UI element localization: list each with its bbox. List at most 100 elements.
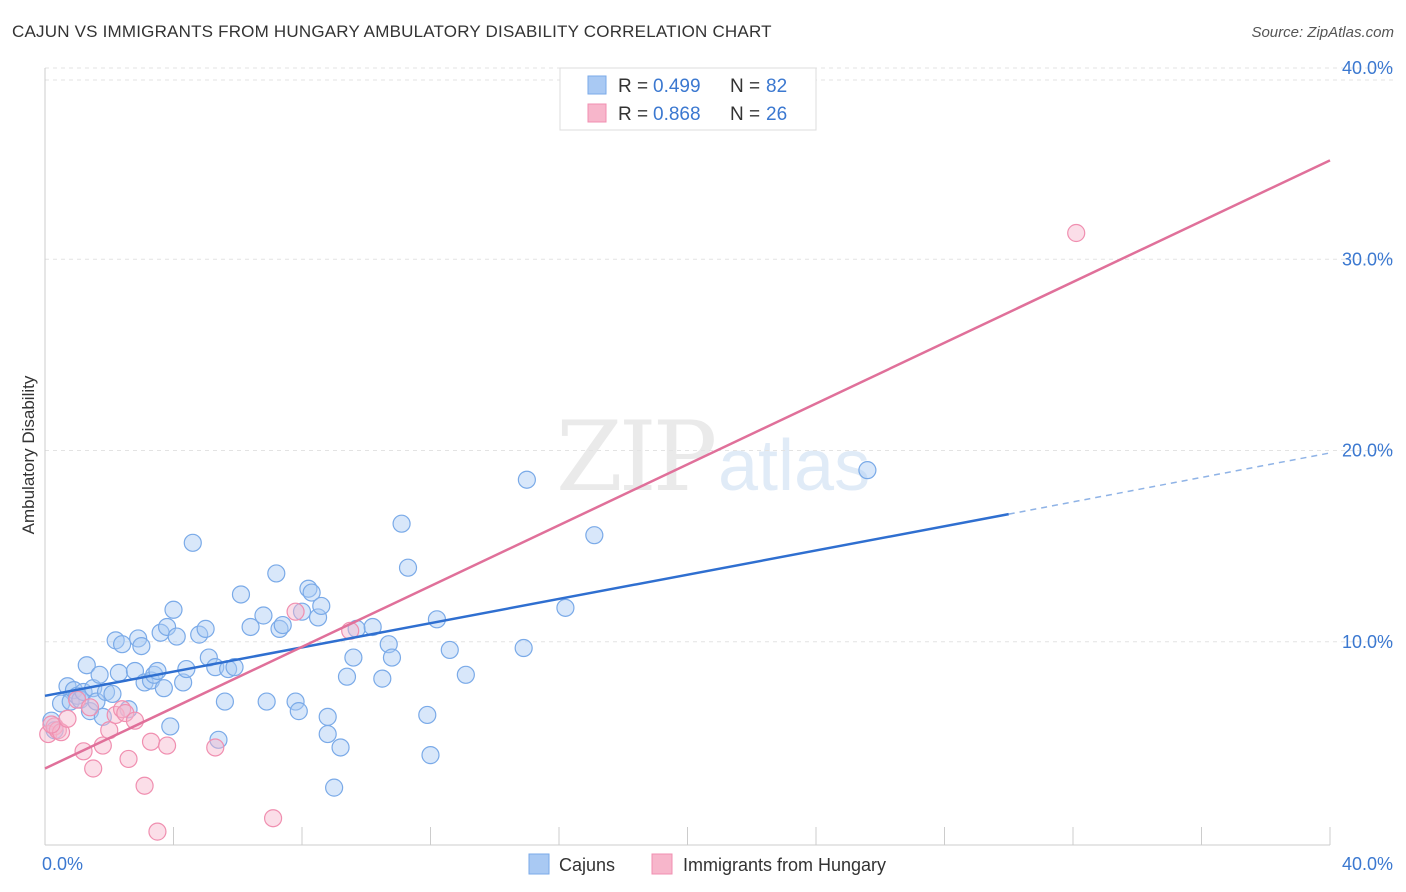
cajun-point-45	[241, 617, 260, 637]
legend-r-value-1: 0.499	[653, 76, 701, 97]
y-tick-label-3: 40.0%	[1342, 58, 1393, 78]
hungary-trend-line	[44, 159, 1331, 770]
cajun-point-78	[556, 598, 575, 617]
y-tick-label-1: 20.0%	[1342, 441, 1393, 461]
cajun-point-59	[318, 724, 337, 744]
hungary-point-7	[84, 759, 103, 778]
cajun-point-15	[103, 684, 122, 704]
cajun-point-32	[167, 627, 186, 646]
cajun-point-68	[382, 648, 402, 667]
cajun-point-58	[318, 707, 337, 726]
legend-r-value-2: 0.868	[653, 104, 701, 125]
cajun-point-79	[585, 526, 604, 545]
cajuns-points	[42, 461, 877, 797]
cajun-point-12	[90, 665, 109, 684]
tick-labels: 10.0% 20.0% 30.0% 40.0% 0.0% 40.0%	[42, 58, 1393, 874]
cajun-point-22	[132, 636, 151, 656]
y-tick-label-2: 30.0%	[1342, 249, 1393, 269]
hungary-point-21	[286, 602, 305, 621]
cajun-point-63	[344, 648, 363, 667]
hungary-point-16	[141, 732, 161, 751]
y-axis-label: Ambulatory Disability	[19, 375, 38, 534]
trend-lines	[44, 159, 1331, 770]
x-tick-label-1: 40.0%	[1342, 854, 1393, 874]
cajun-point-71	[418, 705, 437, 725]
cajun-point-62	[337, 667, 357, 686]
cajun-point-69	[392, 514, 411, 533]
cajun-point-65	[363, 617, 382, 637]
x-tick-label-0: 0.0%	[42, 854, 83, 874]
cajun-point-76	[514, 638, 533, 658]
cajun-point-74	[440, 640, 459, 660]
legend-r-label-1: R =	[618, 76, 648, 97]
hungary-point-13	[119, 749, 138, 769]
hungary-point-19	[206, 738, 225, 757]
cajun-point-67	[379, 635, 398, 654]
legend-n-value-1: 82	[766, 76, 787, 97]
cajun-point-57	[312, 596, 331, 616]
bottom-legend-swatch-cajuns	[528, 853, 550, 875]
hungary-point-12	[116, 703, 135, 723]
hungary-point-20	[263, 809, 283, 828]
hungary-point-18	[157, 736, 177, 755]
legend-r-label-2: R =	[618, 104, 648, 125]
cajun-point-47	[257, 692, 276, 711]
hungary-point-15	[135, 776, 154, 795]
cajun-point-30	[161, 717, 180, 736]
cajun-point-80	[858, 461, 877, 480]
cajun-point-28	[154, 679, 173, 698]
cajun-point-61	[331, 738, 350, 757]
hungary-point-17	[148, 822, 167, 841]
cajun-point-51	[286, 692, 305, 711]
cajun-point-48	[267, 564, 286, 583]
cajun-point-18	[112, 635, 132, 654]
cajun-point-72	[421, 746, 440, 765]
cajun-point-17	[109, 663, 128, 682]
cajun-trend-line	[44, 512, 1009, 698]
y-tick-label-0: 10.0%	[1342, 632, 1393, 652]
cajun-point-70	[398, 558, 418, 577]
legend-swatch-hungary	[587, 103, 607, 123]
cajun-point-44	[231, 585, 251, 604]
cajun-point-60	[325, 778, 344, 797]
legend-swatch-cajuns	[587, 75, 607, 95]
cajun-point-35	[183, 533, 202, 552]
chart-title: CAJUN VS IMMIGRANTS FROM HUNGARY AMBULAT…	[12, 22, 772, 41]
grid-lines	[45, 67, 1395, 643]
hungary-point-4	[58, 709, 77, 728]
cajun-point-52	[289, 702, 308, 721]
cajun-point-55	[302, 583, 321, 602]
cajun-point-41	[215, 692, 234, 711]
cajun-point-77	[517, 470, 536, 489]
cajun-point-73	[427, 610, 447, 629]
cajun-point-29	[157, 617, 177, 637]
cajun-point-46	[254, 606, 273, 625]
cajun-point-31	[164, 600, 183, 619]
cajun-point-53	[292, 602, 312, 621]
legend: R = 0.499 N = 82 R = 0.868 N = 26	[559, 67, 817, 131]
legend-n-label-1: N =	[730, 76, 760, 97]
source-label: Source: ZipAtlas.com	[1251, 24, 1394, 41]
cajun-point-37	[196, 619, 215, 638]
bottom-legend-swatch-hungary	[651, 853, 673, 875]
watermark: ZIP atlas	[556, 401, 870, 513]
hungary-point-25	[80, 698, 100, 717]
legend-n-label-2: N =	[730, 104, 760, 125]
hungary-points	[39, 223, 1086, 841]
bottom-legend: Cajuns Immigrants from Hungary	[528, 853, 886, 875]
watermark-zip: ZIP	[556, 401, 715, 513]
cajun-point-43	[225, 658, 244, 677]
cajun-trend-extension	[1008, 452, 1331, 515]
cajun-point-33	[174, 673, 193, 692]
bottom-legend-cajuns: Cajuns	[559, 855, 615, 875]
cajun-point-75	[456, 665, 475, 684]
bottom-legend-hungary: Immigrants from Hungary	[683, 855, 886, 875]
cajun-point-8	[77, 656, 96, 675]
legend-n-value-2: 26	[766, 104, 787, 125]
cajun-point-66	[373, 669, 392, 688]
cajun-point-56	[308, 608, 328, 627]
hungary-point-23	[1067, 223, 1086, 243]
cajun-point-50	[273, 615, 292, 635]
hungary-point-24	[42, 715, 61, 734]
